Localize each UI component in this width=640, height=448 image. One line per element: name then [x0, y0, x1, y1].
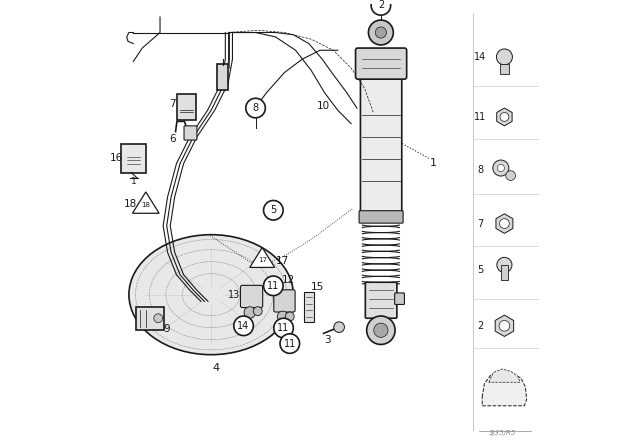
Text: 16: 16: [110, 153, 123, 163]
Text: 3J35/R5: 3J35/R5: [488, 430, 516, 435]
Circle shape: [371, 0, 390, 15]
Circle shape: [497, 164, 504, 172]
Text: 11: 11: [474, 112, 486, 122]
Text: 7: 7: [477, 219, 483, 228]
Polygon shape: [495, 315, 514, 336]
Text: 8: 8: [477, 165, 483, 175]
FancyBboxPatch shape: [122, 144, 147, 173]
Text: 17: 17: [276, 256, 289, 267]
Circle shape: [500, 219, 509, 228]
Circle shape: [506, 171, 516, 181]
FancyBboxPatch shape: [274, 290, 295, 312]
Text: 7: 7: [169, 99, 175, 108]
Circle shape: [280, 334, 300, 353]
Polygon shape: [250, 248, 275, 267]
Text: 18: 18: [141, 202, 150, 208]
Circle shape: [497, 257, 512, 272]
Text: 11: 11: [277, 323, 290, 333]
Circle shape: [334, 322, 344, 332]
Text: 14: 14: [474, 52, 486, 62]
Text: 9: 9: [163, 324, 170, 334]
Polygon shape: [132, 192, 159, 213]
Text: 17: 17: [258, 257, 267, 263]
FancyBboxPatch shape: [217, 64, 228, 90]
FancyBboxPatch shape: [360, 69, 402, 219]
Text: 5: 5: [270, 205, 276, 215]
FancyBboxPatch shape: [184, 126, 197, 140]
FancyBboxPatch shape: [356, 48, 406, 79]
Text: 3: 3: [324, 335, 330, 345]
Text: 13: 13: [228, 290, 241, 300]
Circle shape: [367, 316, 395, 345]
Circle shape: [493, 160, 509, 176]
Circle shape: [375, 27, 387, 38]
Polygon shape: [496, 214, 513, 233]
FancyBboxPatch shape: [500, 64, 509, 74]
Circle shape: [253, 307, 262, 315]
Text: 10: 10: [317, 101, 330, 111]
Circle shape: [154, 314, 163, 323]
Text: 5: 5: [477, 265, 483, 275]
Circle shape: [277, 311, 288, 322]
Circle shape: [264, 276, 283, 296]
Text: 11: 11: [268, 281, 280, 291]
Text: 1: 1: [430, 158, 437, 168]
Text: 12: 12: [282, 275, 296, 285]
Circle shape: [369, 20, 394, 45]
Circle shape: [246, 98, 266, 118]
Text: 4: 4: [212, 363, 219, 373]
Text: 14: 14: [237, 321, 250, 331]
Text: 8: 8: [253, 103, 259, 113]
Circle shape: [374, 323, 388, 337]
FancyBboxPatch shape: [177, 94, 196, 120]
Circle shape: [497, 49, 513, 65]
Polygon shape: [482, 372, 527, 406]
Circle shape: [244, 307, 255, 318]
Text: 15: 15: [310, 282, 324, 292]
Text: 2: 2: [378, 0, 384, 10]
FancyBboxPatch shape: [501, 265, 508, 280]
Circle shape: [274, 318, 293, 338]
Text: 1: 1: [131, 177, 137, 186]
Polygon shape: [489, 369, 520, 382]
FancyBboxPatch shape: [305, 292, 314, 322]
FancyBboxPatch shape: [365, 282, 397, 318]
Text: 2: 2: [477, 321, 483, 331]
Circle shape: [234, 316, 253, 336]
Text: 11: 11: [284, 339, 296, 349]
FancyBboxPatch shape: [136, 307, 164, 330]
Circle shape: [499, 320, 509, 331]
Text: 18: 18: [124, 198, 137, 209]
Circle shape: [264, 201, 283, 220]
Circle shape: [500, 112, 509, 121]
Polygon shape: [497, 108, 512, 126]
FancyBboxPatch shape: [395, 293, 404, 305]
Text: 6: 6: [169, 134, 176, 144]
FancyBboxPatch shape: [241, 285, 262, 308]
Ellipse shape: [129, 235, 293, 355]
Circle shape: [285, 312, 294, 321]
FancyBboxPatch shape: [359, 211, 403, 223]
